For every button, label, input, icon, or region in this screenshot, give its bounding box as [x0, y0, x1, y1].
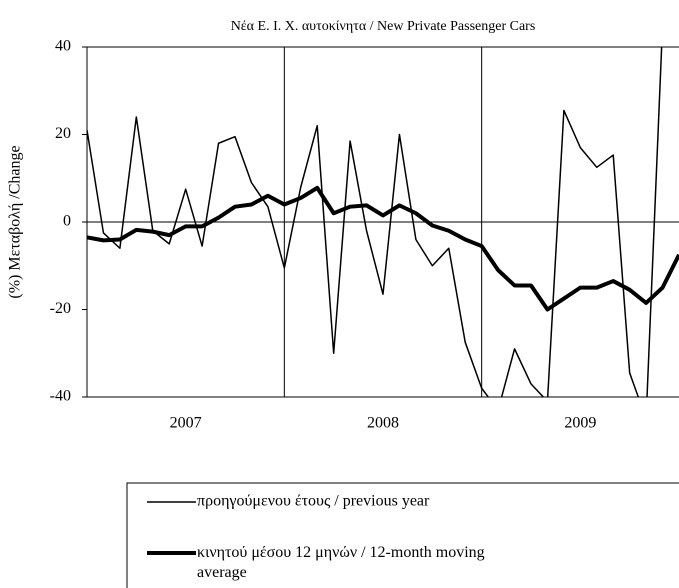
x-tick-label: 2008 [367, 415, 399, 432]
y-tick-label: 20 [55, 125, 71, 142]
legend-label: προηγούμενου έτους / previous year [197, 493, 430, 510]
legend-label: κινητού μέσου 12 μηνών / 12-month moving… [197, 544, 485, 581]
x-tick-label: 2007 [170, 415, 202, 432]
plot-lines [87, 47, 679, 397]
y-tick-label: -40 [50, 388, 71, 405]
x-tick-label: 2009 [564, 415, 596, 432]
series-line [87, 47, 663, 397]
chart-title: Νέα Ε. Ι. Χ. αυτοκίνητα / New Private Pa… [231, 19, 536, 34]
series-line [87, 185, 679, 312]
y-tick-label: 0 [63, 213, 71, 230]
y-axis-label: (%) Μεταβολή /Change [7, 145, 24, 298]
y-tick-label: -20 [50, 300, 71, 317]
y-tick-label: 40 [55, 38, 71, 55]
legend-box [126, 482, 679, 588]
